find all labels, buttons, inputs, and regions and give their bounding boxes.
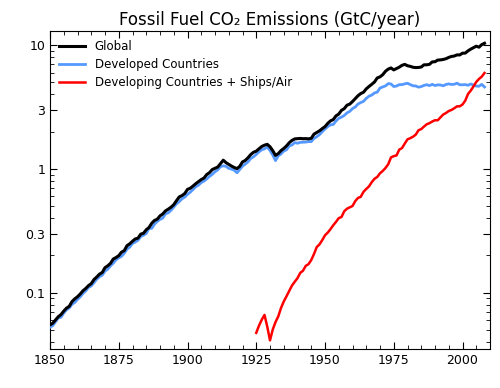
Title: Fossil Fuel CO₂ Emissions (GtC/year): Fossil Fuel CO₂ Emissions (GtC/year) [120,12,420,29]
Legend: Global, Developed Countries, Developing Countries + Ships/Air: Global, Developed Countries, Developing … [56,37,296,92]
